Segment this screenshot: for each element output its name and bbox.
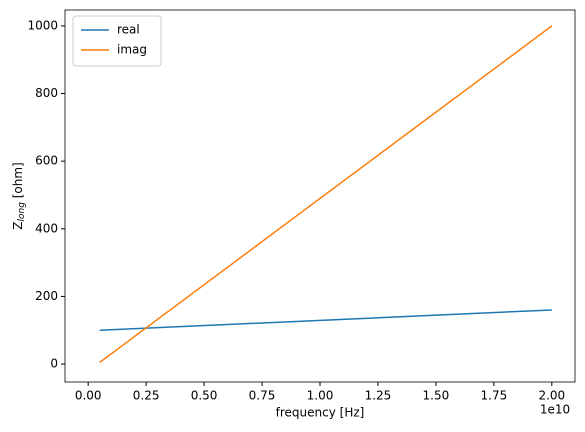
x-tick-label: 1.00 bbox=[307, 389, 334, 403]
legend: real imag bbox=[72, 15, 162, 67]
y-label-symbol: Z bbox=[11, 222, 25, 230]
y-label-unit: [ohm] bbox=[11, 162, 25, 202]
x-tick-label: 2.00 bbox=[538, 389, 565, 403]
y-tick-label: 0 bbox=[50, 357, 58, 371]
y-axis-label: Zlong [ohm] bbox=[11, 162, 27, 230]
y-label-subscript: long bbox=[17, 202, 27, 222]
x-axis-label: frequency [Hz] bbox=[276, 406, 365, 420]
x-offset-label: 1e10 bbox=[540, 403, 570, 417]
y-tick-label: 200 bbox=[35, 289, 58, 303]
y-tick-label: 800 bbox=[35, 86, 58, 100]
axes-frame bbox=[64, 9, 576, 383]
x-tick-label: 0.25 bbox=[133, 389, 160, 403]
x-tick-label: 0.00 bbox=[75, 389, 102, 403]
line-series bbox=[99, 25, 553, 363]
x-tick-label: 0.75 bbox=[249, 389, 276, 403]
x-tick-label: 1.25 bbox=[365, 389, 392, 403]
legend-frame bbox=[72, 15, 162, 67]
x-tick-label: 0.50 bbox=[191, 389, 218, 403]
y-tick-label: 600 bbox=[35, 154, 58, 168]
x-tick-label: 1.50 bbox=[423, 389, 450, 403]
legend-label: real bbox=[117, 23, 140, 37]
line-series bbox=[99, 309, 552, 332]
y-tick-label: 400 bbox=[35, 221, 58, 235]
y-tick-label: 1000 bbox=[27, 18, 58, 32]
legend-label: imag bbox=[117, 43, 147, 57]
x-tick-label: 1.75 bbox=[481, 389, 508, 403]
